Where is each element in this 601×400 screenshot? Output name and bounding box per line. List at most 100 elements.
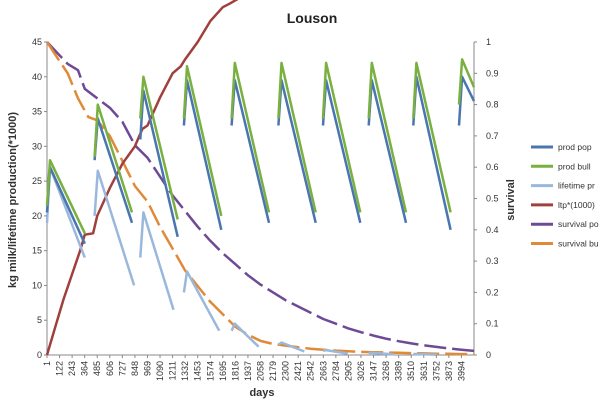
series-lifetime-pr: [45, 165, 438, 356]
series-line-segment: [277, 341, 305, 353]
series-line-segment: [321, 61, 362, 213]
y-tick-label: 30: [32, 141, 42, 151]
x-tick-label: 848: [130, 361, 140, 376]
series-line-segment: [321, 79, 362, 224]
legend-label: ltp*(1000): [558, 200, 595, 210]
series-line-segment: [139, 75, 179, 220]
y-tick-label: 35: [32, 107, 42, 117]
series-line-segment: [45, 165, 86, 259]
y2-tick-label: 0.2: [486, 287, 499, 297]
series-line-segment: [413, 352, 438, 356]
y-tick-label: 10: [32, 280, 42, 290]
x-tick-label: 2542: [306, 361, 316, 381]
series-line-segment: [45, 0, 239, 356]
y2-axis-title: survival: [505, 179, 517, 221]
series-line-segment: [457, 58, 476, 105]
x-tick-label: 485: [92, 361, 102, 376]
series-line-segment: [277, 61, 317, 213]
series-line-segment: [182, 270, 221, 332]
x-tick-label: 606: [105, 361, 115, 376]
y-tick-label: 15: [32, 246, 42, 256]
y-tick-label: 20: [32, 211, 42, 221]
x-tick-label: 727: [117, 361, 127, 376]
x-tick-label: 122: [55, 361, 65, 376]
series-ltp-1000-: [45, 0, 239, 356]
series-line-segment: [139, 211, 175, 311]
series-line-segment: [230, 79, 271, 224]
x-tick-label: 1332: [180, 361, 190, 381]
x-tick-label: 364: [80, 361, 90, 376]
series-line-segment: [412, 75, 452, 231]
series-line-segment: [322, 348, 349, 355]
y2-tick-label: 1: [486, 37, 491, 47]
series-line-segment: [139, 89, 179, 238]
x-tick-label: 1937: [243, 361, 253, 381]
legend-label: survival bu: [558, 239, 599, 249]
y2-tick-label: 0.3: [486, 256, 499, 266]
series-line-segment: [45, 41, 474, 356]
y-tick-label: 40: [32, 72, 42, 82]
x-tick-label: 3147: [369, 361, 379, 381]
x-tick-label: 2058: [256, 361, 266, 381]
x-tick-label: 1816: [230, 361, 240, 381]
x-tick-label: 3631: [419, 361, 429, 381]
y2-tick-label: 0.4: [486, 225, 499, 235]
y-tick-label: 0: [37, 350, 42, 360]
series-line-segment: [182, 79, 223, 231]
series-line-segment: [367, 79, 408, 224]
x-tick-label: 1453: [193, 361, 203, 381]
x-tick-label: 969: [142, 361, 152, 376]
series-line-segment: [93, 169, 136, 286]
series-line-segment: [368, 351, 394, 356]
x-tick-label: 3752: [431, 361, 441, 381]
y2-tick-label: 0.5: [486, 194, 499, 204]
x-tick-label: 2421: [293, 361, 303, 381]
x-tick-label: 1695: [218, 361, 228, 381]
legend-label: prod bull: [558, 161, 591, 171]
y2-tick-label: 0.8: [486, 100, 499, 110]
legend-label: survival po: [558, 219, 599, 229]
x-tick-label: 2905: [343, 361, 353, 381]
y2-tick-label: 0.7: [486, 131, 499, 141]
y2-tick-label: 0: [486, 350, 491, 360]
x-tick-label: 1090: [155, 361, 165, 381]
x-tick-label: 3026: [356, 361, 366, 381]
series-prod-bull: [45, 58, 476, 234]
x-tick-label: 3873: [444, 361, 454, 381]
series-survival-bu: [45, 41, 474, 356]
x-tick-label: 2300: [281, 361, 291, 381]
x-tick-label: 3994: [456, 361, 466, 381]
series-prod-pop: [45, 75, 476, 245]
x-tick-label: 3510: [406, 361, 416, 381]
series-line-segment: [45, 158, 86, 234]
x-tick-label: 2179: [268, 361, 278, 381]
legend-label: prod pop: [558, 142, 592, 152]
series-line-segment: [46, 41, 475, 353]
series-survival-po: [46, 41, 475, 353]
series-line-segment: [367, 61, 408, 213]
legend-label: lifetime pr: [558, 181, 595, 191]
y-axis-title: kg milk/lifetime production(*1000): [7, 112, 19, 288]
x-axis-title: days: [249, 387, 274, 399]
series-line-segment: [182, 65, 223, 217]
x-tick-label: 1: [42, 361, 52, 366]
series-line-segment: [412, 61, 452, 213]
x-tick-label: 1211: [168, 361, 178, 380]
x-tick-label: 243: [67, 361, 77, 376]
chart-title: Louson: [287, 10, 338, 26]
series-line-segment: [230, 61, 271, 213]
x-tick-label: 3389: [394, 361, 404, 381]
x-tick-label: 3268: [381, 361, 391, 381]
x-tick-label: 1574: [205, 361, 215, 381]
x-tick-label: 2784: [331, 361, 341, 381]
series-line-segment: [277, 79, 317, 224]
series-line-segment: [93, 103, 134, 213]
series-line-segment: [230, 322, 260, 348]
y-tick-label: 45: [32, 37, 42, 47]
y-tick-label: 25: [32, 176, 42, 186]
y2-tick-label: 0.6: [486, 162, 499, 172]
y2-tick-label: 0.1: [486, 319, 499, 329]
y2-tick-label: 0.9: [486, 68, 499, 78]
y-tick-label: 5: [37, 315, 42, 325]
